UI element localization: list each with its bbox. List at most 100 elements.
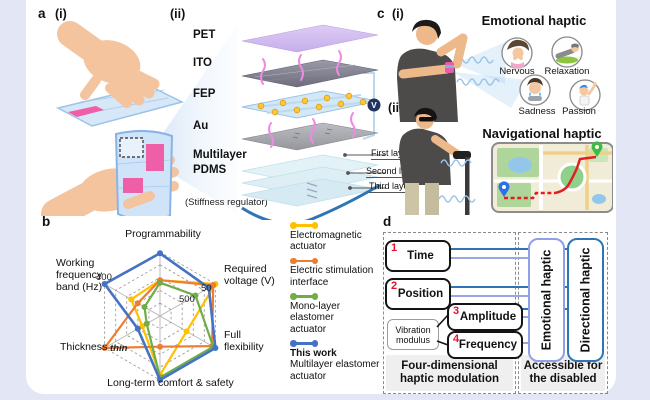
exploded-layer-stack: V: [241, 24, 386, 220]
position-number: 2: [391, 280, 398, 292]
panel-a-label: a: [38, 6, 46, 21]
legend-text: actuator: [290, 370, 327, 382]
position-to-directional-line: [442, 286, 528, 288]
directional-haptic-box: Directional haptic: [567, 238, 604, 362]
layer-label-pet: PET: [193, 29, 216, 41]
modulus-fork-lines: [436, 314, 449, 346]
legend-text-this-work: This work: [290, 347, 337, 359]
amplitude-box: 3 Amplitude: [447, 303, 523, 331]
destination-pin: [591, 141, 603, 157]
pink-pixel-held-bottom: [123, 178, 143, 193]
upper-hand: [57, 21, 160, 108]
time-box: 1 Time: [385, 240, 451, 272]
time-to-emotional-line: [442, 257, 528, 259]
navigational-haptic-illustration: [399, 107, 613, 215]
axis-label-full-flexibility: Full flexibility: [224, 329, 264, 353]
legend-text: actuator: [290, 323, 327, 335]
emotion-label-passion: Passion: [562, 106, 596, 117]
emotional-haptic-box: Emotional haptic: [528, 238, 565, 362]
vibration-modulus-box: Vibration modulus: [387, 319, 439, 350]
four-dimensional-modulation-group: Four-dimensional haptic modulation: [383, 232, 516, 394]
emotion-label-sadness: Sadness: [518, 106, 556, 117]
legend-text: Multilayer elastomer: [290, 359, 380, 371]
pet-layer: [241, 24, 379, 53]
legend-text: Electromagnetic: [290, 229, 362, 241]
axis-label-programmability: Programmability: [125, 228, 201, 240]
emotion-icon-sadness: [519, 74, 551, 106]
panel-c-sub-i-label: (i): [392, 7, 404, 21]
layer-label-au: Au: [193, 120, 209, 132]
frequency-label: Frequency: [458, 339, 518, 351]
caption-four-dimensional: Four-dimensional haptic modulation: [386, 355, 513, 391]
emotion-icon-nervous: [501, 37, 533, 69]
start-pin: [498, 181, 510, 197]
voltage-source-letter: V: [371, 100, 377, 110]
amplitude-number: 3: [453, 305, 460, 317]
zoom-selection-box: [119, 137, 144, 158]
chart-legend: Electromagnetic actuator Electric stimul…: [290, 220, 386, 389]
time-label: Time: [407, 250, 434, 262]
axis-label-thickness: Thickness: [60, 341, 108, 353]
map-lake: [508, 157, 532, 173]
layer-label-fep: FEP: [193, 88, 216, 100]
legend-marker-electromagnetic: [290, 222, 318, 228]
amplitude-label: Amplitude: [459, 311, 517, 323]
time-to-directional-line: [442, 248, 528, 250]
frequency-number: 4: [453, 333, 460, 345]
pdms-multilayer: [241, 154, 381, 220]
spring-icon: [306, 182, 318, 199]
haptic-wave-lines: [456, 56, 500, 86]
field-line-squiggles: [260, 50, 356, 148]
pdms-third-layer-label: Third layer: [369, 181, 412, 193]
legend-marker-this-work: [290, 340, 318, 347]
ito-layer: [241, 59, 379, 88]
pink-pixel-held-top: [146, 144, 164, 171]
layer-label-multilayer-pdms: Multilayer PDMS: [193, 149, 247, 176]
legend-text: interface: [290, 276, 329, 288]
hand-device-illustration: [41, 21, 238, 216]
pink-pixel-left: [68, 106, 104, 117]
panel-d-label: d: [383, 214, 392, 229]
emotional-haptic-illustration: [397, 19, 601, 122]
navigational-haptic-title: Navigational haptic: [482, 126, 602, 141]
navigation-map: [491, 141, 613, 213]
cane-pole: [465, 157, 470, 215]
legend-entry-electric-stimulation: Electric stimulation interface: [290, 257, 386, 289]
panel-a-sub-i-label: (i): [55, 7, 67, 21]
position-to-emotional-line: [442, 295, 528, 297]
emotional-haptic-title: Emotional haptic: [481, 13, 587, 28]
axis-label-comfort-safety: Long-term comfort & safety: [107, 377, 234, 389]
legend-text: Mono-layer elastomer: [290, 300, 341, 324]
tick-400: 400: [96, 272, 112, 283]
pdms-second-layer-label: Second layer: [366, 166, 419, 178]
panel-c-label: c: [377, 6, 385, 21]
frequency-box: 4 Frequency: [447, 331, 523, 359]
emotion-icon-relaxation: [551, 36, 583, 68]
pdms-leader-lines: [343, 153, 386, 190]
directional-haptic-box-label: Directional haptic: [578, 247, 593, 353]
panel-a-sub-ii-label: (ii): [170, 7, 186, 21]
legend-entry-electromagnetic: Electromagnetic actuator: [290, 222, 386, 253]
legend-entry-this-work: This work Multilayer elastomer actuator: [290, 340, 386, 382]
route-solid-segment: [554, 155, 597, 195]
layer-label-ito: ITO: [193, 57, 212, 69]
legend-text: Electric stimulation: [290, 265, 374, 277]
emotion-label-relaxation: Relaxation: [544, 66, 590, 77]
man-with-cane: [399, 107, 471, 215]
voltage-source-icon: [367, 98, 381, 112]
man-wearing-device: [397, 19, 468, 122]
legend-entry-monolayer: Mono-layer elastomer actuator: [290, 293, 386, 335]
tick-50: 50: [201, 283, 212, 294]
legend-text: actuator: [290, 241, 327, 253]
legend-marker-monolayer: [290, 293, 318, 300]
charged-particles: [257, 92, 367, 116]
emotion-icon-passion: [569, 79, 601, 111]
position-label: Position: [397, 288, 444, 300]
axis-label-required-voltage: Required voltage (V): [224, 263, 275, 287]
tick-thin: thin: [110, 343, 128, 354]
stiffness-regulator-note: (Stiffness regulator): [185, 197, 268, 208]
emotion-label-nervous: Nervous: [499, 66, 535, 77]
haptic-wave-lines: [438, 159, 476, 203]
panel-b-label: b: [42, 214, 51, 229]
